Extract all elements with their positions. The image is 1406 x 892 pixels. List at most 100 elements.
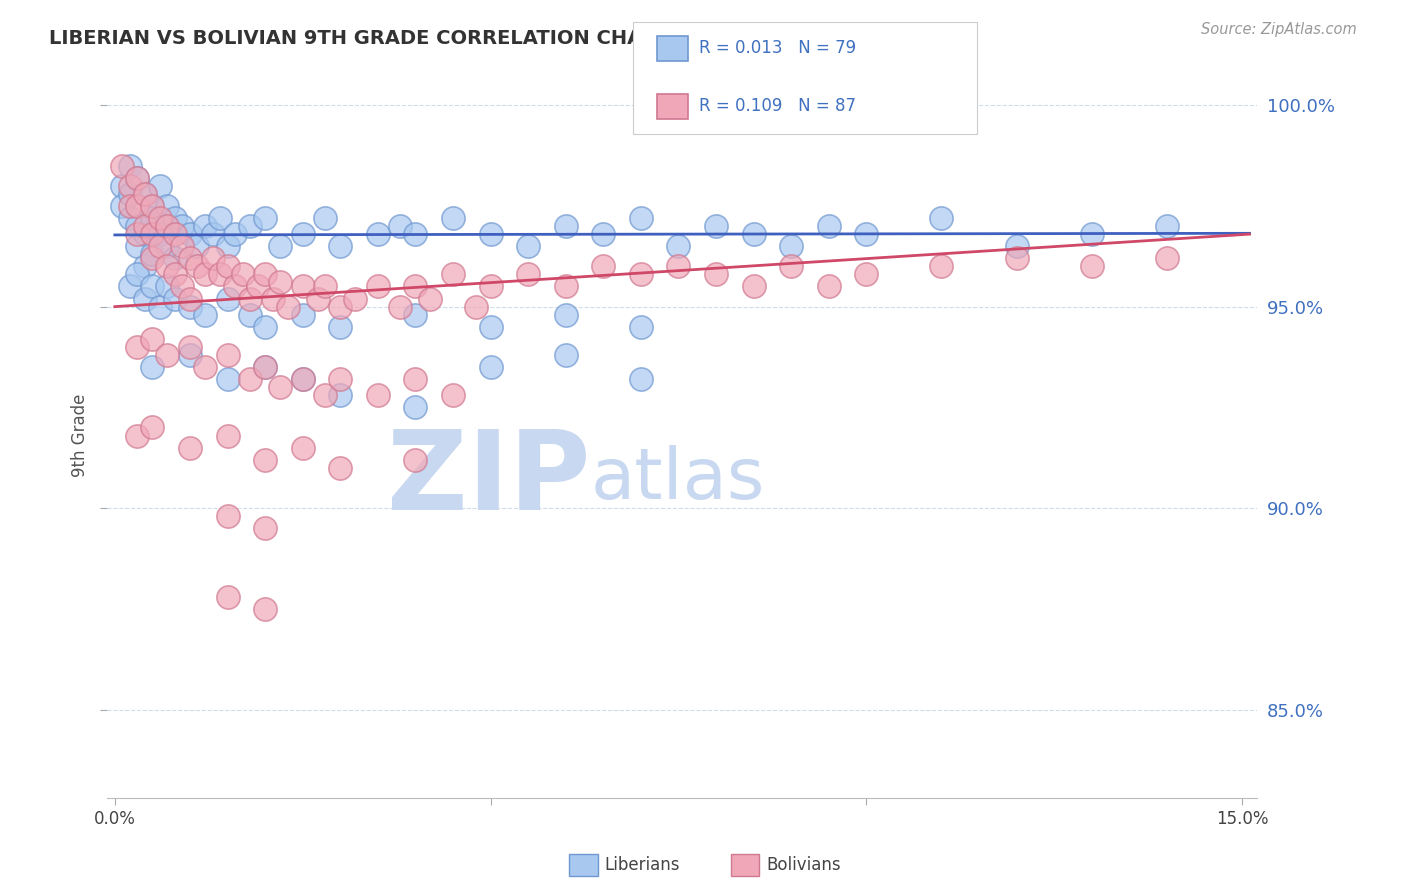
Point (817, 219, 839, 233)
Point (291, 279, 314, 293)
Text: R = 0.109   N = 87: R = 0.109 N = 87 (699, 97, 856, 115)
Point (217, 428, 239, 442)
Point (239, 219, 262, 233)
Point (254, 360, 277, 375)
Point (194, 308, 217, 322)
Point (269, 276, 291, 290)
Point (554, 348, 576, 362)
Point (1156, 252, 1178, 266)
Point (254, 319, 277, 334)
Point (201, 227, 224, 241)
Point (149, 211, 172, 225)
Point (118, 199, 141, 213)
Point (329, 239, 352, 253)
Point (1005, 252, 1028, 266)
Point (217, 372, 239, 386)
Point (194, 268, 217, 282)
Point (239, 308, 262, 322)
Point (201, 252, 224, 266)
Point (156, 260, 179, 274)
Point (127, 219, 149, 233)
Point (232, 268, 254, 282)
Point (127, 199, 149, 213)
Point (217, 348, 239, 362)
Point (630, 268, 652, 282)
Point (118, 186, 141, 201)
Point (1005, 239, 1028, 253)
Point (742, 227, 765, 241)
Point (254, 360, 277, 375)
Point (517, 239, 540, 253)
Point (419, 292, 441, 306)
Point (141, 332, 163, 346)
Point (141, 227, 163, 241)
Point (931, 211, 953, 225)
Point (329, 372, 352, 386)
Text: Bolivians: Bolivians (766, 856, 841, 874)
Text: Source: ZipAtlas.com: Source: ZipAtlas.com (1201, 22, 1357, 37)
Point (254, 211, 277, 225)
Point (134, 219, 156, 233)
Point (254, 521, 277, 535)
Point (156, 279, 179, 293)
Point (404, 279, 426, 293)
Point (291, 372, 314, 386)
Point (367, 279, 389, 293)
Point (156, 199, 179, 213)
Y-axis label: 9th Grade: 9th Grade (72, 394, 89, 477)
Point (291, 227, 314, 241)
Point (254, 452, 277, 467)
Point (179, 300, 201, 314)
Point (554, 308, 576, 322)
Point (141, 252, 163, 266)
Point (111, 159, 134, 173)
Point (141, 247, 163, 261)
Point (246, 279, 269, 293)
Point (156, 348, 179, 362)
Point (134, 292, 156, 306)
Point (118, 178, 141, 193)
Text: R = 0.013   N = 79: R = 0.013 N = 79 (699, 39, 856, 57)
Point (141, 279, 163, 293)
Point (630, 319, 652, 334)
Point (855, 227, 877, 241)
Point (269, 239, 291, 253)
Point (149, 178, 172, 193)
Point (118, 211, 141, 225)
Point (404, 227, 426, 241)
Point (554, 279, 576, 293)
Point (367, 227, 389, 241)
Point (208, 268, 231, 282)
Point (141, 199, 163, 213)
Point (111, 178, 134, 193)
Point (780, 239, 803, 253)
Point (179, 348, 201, 362)
Point (194, 360, 217, 375)
Point (704, 219, 727, 233)
Point (179, 252, 201, 266)
Text: Liberians: Liberians (605, 856, 681, 874)
Point (149, 227, 172, 241)
Point (344, 292, 367, 306)
Point (127, 170, 149, 185)
Point (404, 452, 426, 467)
Point (554, 219, 576, 233)
Point (441, 388, 464, 402)
Point (217, 590, 239, 604)
Point (141, 420, 163, 434)
Point (217, 260, 239, 274)
Point (163, 268, 186, 282)
Point (668, 239, 690, 253)
Point (277, 300, 299, 314)
Point (224, 227, 246, 241)
Point (668, 260, 690, 274)
Point (367, 388, 389, 402)
Point (307, 292, 329, 306)
Point (179, 441, 201, 455)
Point (780, 260, 803, 274)
Point (329, 319, 352, 334)
Point (817, 279, 839, 293)
Point (389, 300, 412, 314)
Point (118, 159, 141, 173)
Point (127, 428, 149, 442)
